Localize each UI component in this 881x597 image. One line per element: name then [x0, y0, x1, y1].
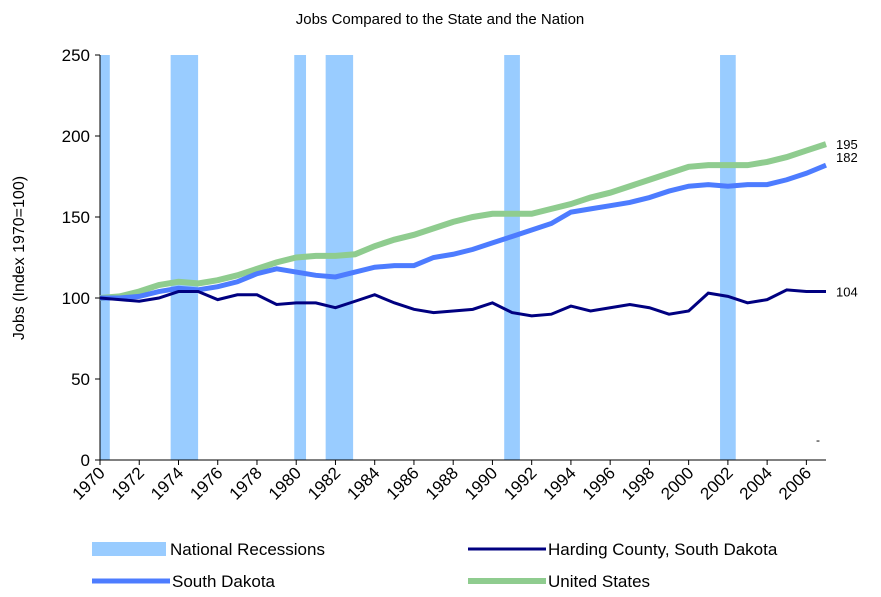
y-tick-label: 150: [62, 208, 90, 227]
annotation: -: [816, 433, 820, 447]
x-tick-label: 2006: [775, 463, 815, 503]
x-tick-label: 1982: [304, 463, 344, 503]
end-label: 104: [836, 285, 858, 300]
recession-band: [170, 55, 199, 460]
x-tick-label: 1994: [540, 463, 580, 503]
x-tick-label: 1996: [579, 463, 619, 503]
x-tick-label: 1986: [383, 463, 423, 503]
x-tick-label: 1984: [343, 463, 383, 503]
x-tick-label: 1980: [265, 463, 305, 503]
recession-band: [504, 55, 520, 460]
x-tick-label: 1998: [618, 463, 658, 503]
x-tick-label: 1976: [186, 463, 226, 503]
x-tick-label: 1974: [147, 463, 187, 503]
x-tick-label: 1990: [461, 463, 501, 503]
y-axis-label: Jobs (Index 1970=100): [11, 176, 28, 340]
x-tick-label: 1970: [69, 463, 109, 503]
legend-label: United States: [548, 572, 650, 591]
series-line: [99, 288, 826, 318]
legend-swatch: [92, 542, 166, 556]
legend-label: South Dakota: [172, 572, 276, 591]
x-tick-label: 1972: [108, 463, 148, 503]
end-label: 195: [836, 137, 858, 152]
legend-label: Harding County, South Dakota: [548, 540, 778, 559]
x-tick-label: 2004: [736, 463, 776, 503]
y-tick-label: 50: [71, 370, 90, 389]
chart-title: Jobs Compared to the State and the Natio…: [296, 11, 585, 28]
x-tick-label: 2000: [657, 463, 697, 503]
y-tick-label: 100: [62, 289, 90, 308]
series-line: [100, 162, 827, 301]
series-line: [99, 141, 827, 301]
end-label: 182: [836, 150, 858, 165]
x-tick-label: 1978: [226, 463, 266, 503]
recession-band: [720, 55, 736, 460]
x-tick-label: 1988: [422, 463, 462, 503]
legend-label: National Recessions: [170, 540, 325, 559]
x-tick-label: 1992: [500, 463, 540, 503]
y-tick-label: 0: [81, 451, 90, 470]
x-tick-label: 2002: [697, 463, 737, 503]
y-tick-label: 250: [62, 46, 90, 65]
y-tick-label: 200: [62, 127, 90, 146]
recession-band: [100, 55, 110, 460]
